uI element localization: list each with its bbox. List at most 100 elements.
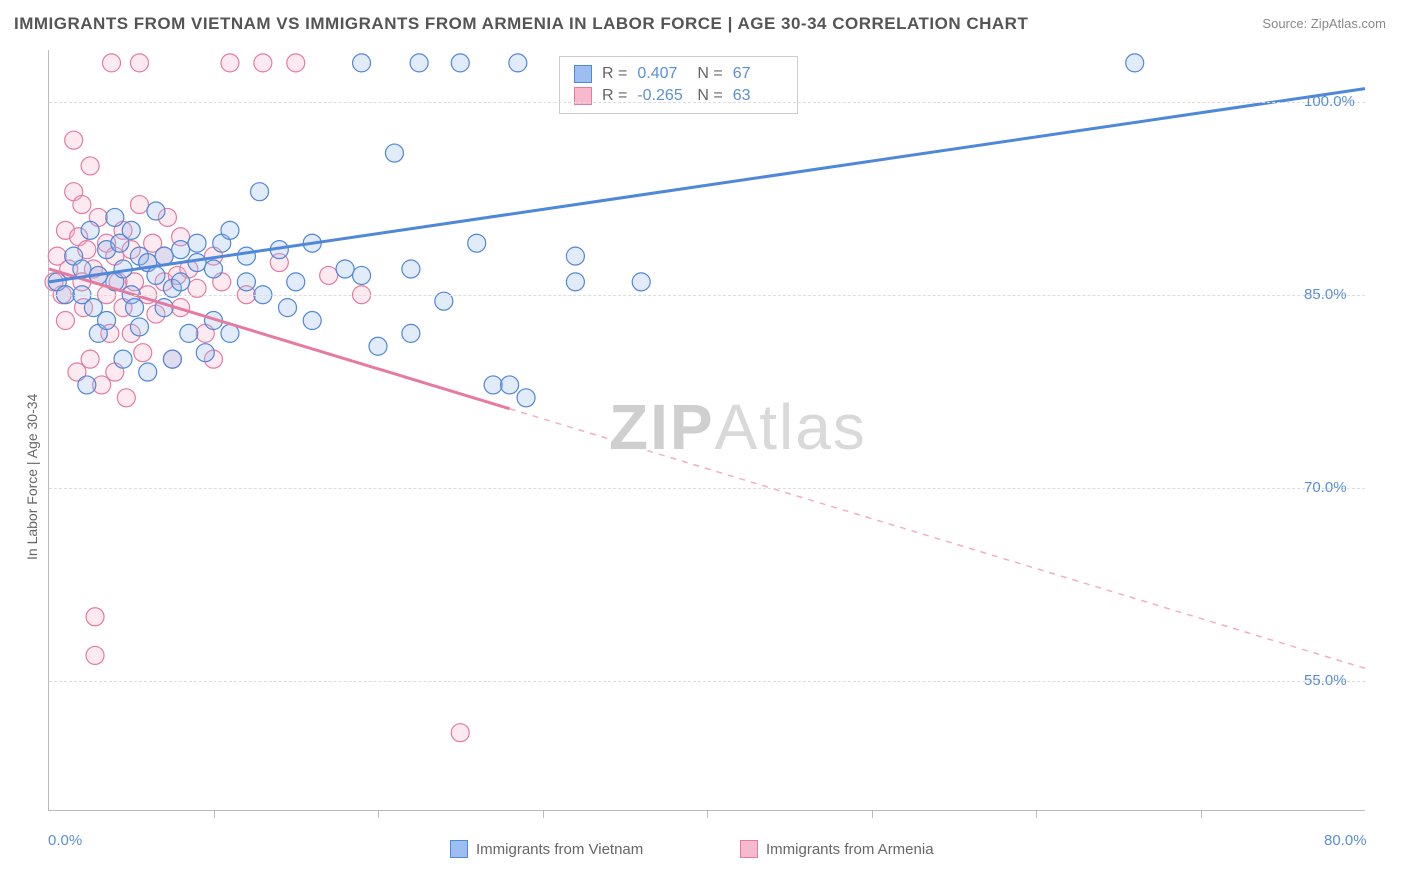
tick-vertical bbox=[214, 810, 215, 818]
point-vietnam bbox=[163, 350, 181, 368]
source-label: Source: bbox=[1262, 16, 1307, 31]
point-vietnam bbox=[130, 318, 148, 336]
point-armenia bbox=[221, 54, 239, 72]
point-vietnam bbox=[353, 54, 371, 72]
point-vietnam bbox=[81, 221, 99, 239]
gridline-h bbox=[49, 488, 1365, 489]
point-armenia bbox=[134, 344, 152, 362]
trendline-armenia bbox=[49, 269, 510, 409]
point-vietnam bbox=[402, 260, 420, 278]
point-vietnam bbox=[566, 273, 584, 291]
legend-vietnam: Immigrants from Vietnam bbox=[450, 840, 643, 858]
point-armenia bbox=[320, 266, 338, 284]
chart-container: IMMIGRANTS FROM VIETNAM VS IMMIGRANTS FR… bbox=[0, 0, 1406, 892]
point-armenia bbox=[130, 54, 148, 72]
gridline-h bbox=[49, 102, 1365, 103]
point-vietnam bbox=[237, 273, 255, 291]
point-armenia bbox=[65, 131, 83, 149]
y-tick-label: 55.0% bbox=[1304, 672, 1347, 689]
point-vietnam bbox=[279, 299, 297, 317]
point-vietnam bbox=[632, 273, 650, 291]
stats-row-vietnam: R = 0.407 N = 67 bbox=[574, 63, 783, 85]
point-vietnam bbox=[509, 54, 527, 72]
gridline-h bbox=[49, 295, 1365, 296]
tick-vertical bbox=[1036, 810, 1037, 818]
point-vietnam bbox=[484, 376, 502, 394]
chart-title: IMMIGRANTS FROM VIETNAM VS IMMIGRANTS FR… bbox=[14, 14, 1028, 34]
point-vietnam bbox=[122, 221, 140, 239]
y-tick-label: 100.0% bbox=[1304, 93, 1355, 110]
y-tick-label: 70.0% bbox=[1304, 479, 1347, 496]
point-vietnam bbox=[78, 376, 96, 394]
r-value-vietnam: 0.407 bbox=[637, 65, 687, 83]
point-vietnam bbox=[517, 389, 535, 407]
point-vietnam bbox=[385, 144, 403, 162]
point-vietnam bbox=[402, 324, 420, 342]
trendline-vietnam bbox=[49, 89, 1365, 282]
x-tick-label: 0.0% bbox=[48, 832, 82, 849]
point-vietnam bbox=[180, 324, 198, 342]
point-vietnam bbox=[451, 54, 469, 72]
x-tick-label: 80.0% bbox=[1324, 832, 1367, 849]
point-vietnam bbox=[287, 273, 305, 291]
point-vietnam bbox=[566, 247, 584, 265]
point-vietnam bbox=[501, 376, 519, 394]
swatch-armenia-icon bbox=[740, 840, 758, 858]
point-armenia bbox=[117, 389, 135, 407]
tick-vertical bbox=[543, 810, 544, 818]
point-vietnam bbox=[353, 266, 371, 284]
point-vietnam bbox=[114, 350, 132, 368]
point-vietnam bbox=[1126, 54, 1144, 72]
y-tick-label: 85.0% bbox=[1304, 286, 1347, 303]
point-vietnam bbox=[155, 247, 173, 265]
point-vietnam bbox=[369, 337, 387, 355]
point-vietnam bbox=[147, 202, 165, 220]
point-vietnam bbox=[188, 234, 206, 252]
point-vietnam bbox=[251, 183, 269, 201]
r-label-vietnam: R = bbox=[602, 65, 627, 83]
legend-vietnam-label: Immigrants from Vietnam bbox=[476, 841, 643, 858]
n-label-vietnam: N = bbox=[697, 65, 722, 83]
trendline-armenia-dashed bbox=[510, 409, 1365, 669]
point-vietnam bbox=[98, 312, 116, 330]
tick-vertical bbox=[707, 810, 708, 818]
point-vietnam bbox=[410, 54, 428, 72]
legend-armenia-label: Immigrants from Armenia bbox=[766, 841, 934, 858]
point-vietnam bbox=[196, 344, 214, 362]
point-vietnam bbox=[147, 266, 165, 284]
point-vietnam bbox=[126, 299, 144, 317]
point-armenia bbox=[86, 646, 104, 664]
plot-svg bbox=[49, 50, 1365, 810]
y-axis-title: In Labor Force | Age 30-34 bbox=[24, 394, 40, 560]
tick-vertical bbox=[872, 810, 873, 818]
n-value-vietnam: 67 bbox=[733, 65, 783, 83]
point-vietnam bbox=[139, 363, 157, 381]
gridline-h bbox=[49, 681, 1365, 682]
tick-vertical bbox=[378, 810, 379, 818]
point-vietnam bbox=[205, 260, 223, 278]
swatch-vietnam-icon bbox=[574, 65, 592, 83]
point-vietnam bbox=[237, 247, 255, 265]
source-attribution: Source: ZipAtlas.com bbox=[1262, 16, 1386, 31]
point-vietnam bbox=[106, 208, 124, 226]
point-armenia bbox=[81, 157, 99, 175]
source-name: ZipAtlas.com bbox=[1311, 16, 1386, 31]
point-armenia bbox=[254, 54, 272, 72]
point-vietnam bbox=[303, 312, 321, 330]
legend-armenia: Immigrants from Armenia bbox=[740, 840, 934, 858]
stats-row-armenia: R = -0.265 N = 63 bbox=[574, 85, 783, 107]
point-armenia bbox=[56, 312, 74, 330]
point-armenia bbox=[451, 724, 469, 742]
point-armenia bbox=[287, 54, 305, 72]
point-armenia bbox=[73, 196, 91, 214]
plot-area: ZIPAtlas R = 0.407 N = 67 R = -0.265 N =… bbox=[48, 50, 1365, 811]
point-armenia bbox=[86, 608, 104, 626]
point-vietnam bbox=[172, 241, 190, 259]
tick-vertical bbox=[1201, 810, 1202, 818]
point-armenia bbox=[103, 54, 121, 72]
swatch-vietnam-icon bbox=[450, 840, 468, 858]
point-armenia bbox=[81, 350, 99, 368]
point-armenia bbox=[130, 196, 148, 214]
point-vietnam bbox=[221, 221, 239, 239]
point-vietnam bbox=[336, 260, 354, 278]
